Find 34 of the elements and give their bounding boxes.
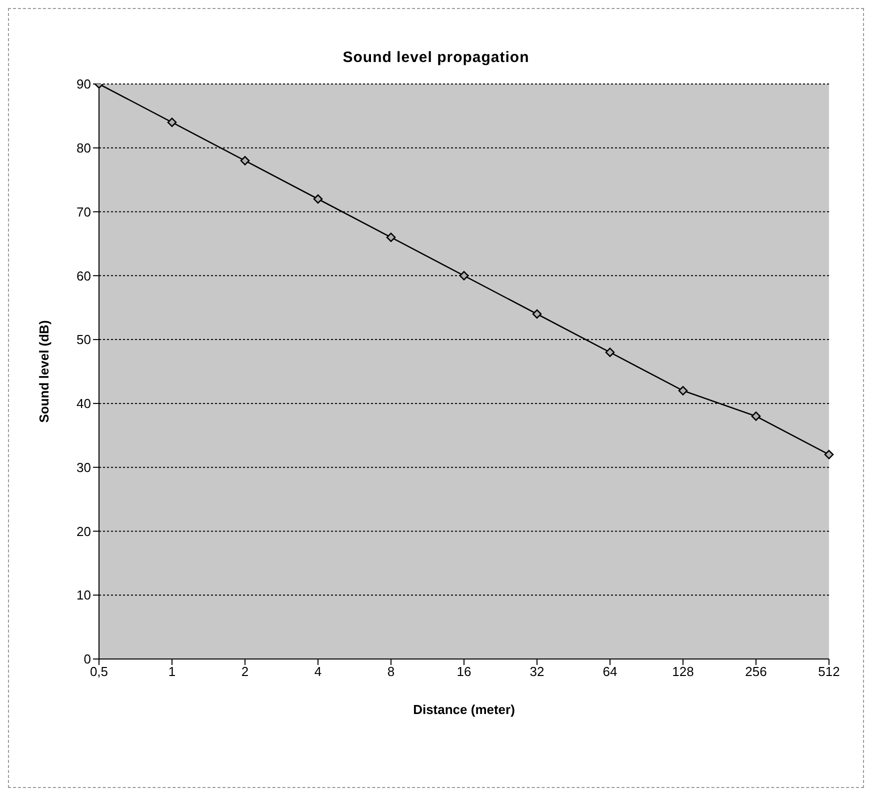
y-axis-title: Sound level (dB): [36, 320, 52, 423]
y-tick-label: 30: [76, 460, 91, 475]
point: [605, 348, 615, 357]
y-tick-label: 10: [76, 588, 91, 603]
y-tick-label: 50: [76, 332, 91, 348]
x-tick-label: 32: [530, 664, 544, 680]
x-tick-label: 64: [602, 664, 618, 680]
point: [167, 118, 177, 127]
y-tick-label: 80: [76, 140, 91, 156]
x-tick-label: 0,5: [90, 664, 108, 680]
point: [532, 309, 542, 319]
x-tick-label: 1: [168, 664, 176, 680]
chart-title: Sound level propagation: [342, 49, 530, 66]
y-tick-label: 0: [84, 652, 91, 667]
x-tick-label: 2: [241, 664, 249, 680]
x-tick-label: 256: [745, 664, 767, 680]
y-tick-label: 20: [76, 524, 91, 539]
point: [240, 156, 250, 166]
x-tick-label: 8: [387, 664, 395, 680]
y-tick-label: 60: [76, 268, 91, 284]
point: [313, 194, 323, 204]
point: [459, 271, 469, 280]
point: [386, 232, 396, 242]
point: [751, 412, 761, 421]
y-tick-label: 40: [76, 396, 91, 412]
point: [678, 386, 688, 396]
y-tick-label: 90: [76, 76, 91, 92]
x-tick-label: 16: [456, 664, 472, 680]
y-tick-label: 70: [76, 204, 91, 220]
point: [824, 450, 834, 460]
x-tick-label: 128: [672, 664, 694, 680]
x-tick-label: 4: [314, 664, 322, 680]
x-tick-label: 512: [818, 664, 840, 680]
x-axis-title: Distance (meter): [413, 702, 515, 717]
